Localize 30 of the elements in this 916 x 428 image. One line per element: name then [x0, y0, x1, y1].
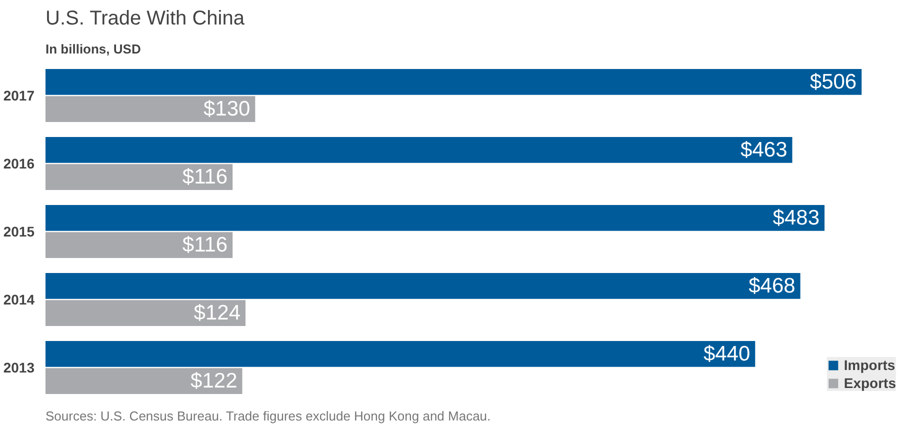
bar	[46, 96, 256, 122]
data-label: $124	[194, 302, 241, 325]
y-tick-label: 2015	[3, 224, 35, 240]
bar	[46, 300, 246, 326]
data-label: $463	[740, 138, 788, 162]
y-tick-label: 2013	[3, 360, 35, 376]
bar	[46, 272, 800, 299]
bar	[46, 204, 825, 231]
bar	[46, 164, 233, 190]
data-label: $506	[810, 70, 857, 94]
bar	[46, 368, 242, 394]
legend-label: Imports	[844, 357, 896, 373]
data-label: $440	[703, 342, 750, 366]
data-label: $468	[748, 274, 796, 298]
chart-title: U.S. Trade With China	[46, 8, 246, 30]
legend-label: Exports	[844, 375, 896, 391]
y-tick-label: 2016	[3, 156, 35, 172]
data-label: $122	[190, 370, 238, 393]
y-tick-label: 2014	[3, 292, 35, 308]
data-label: $116	[182, 166, 228, 189]
y-tick-label: 2017	[3, 88, 35, 104]
chart-subtitle: In billions, USD	[46, 42, 141, 56]
bar	[46, 340, 756, 367]
bar	[46, 232, 233, 258]
bar	[46, 136, 792, 163]
data-label: $130	[203, 98, 250, 121]
source-note: Sources: U.S. Census Bureau. Trade figures exclude Hong Kong and Macau.	[46, 408, 491, 424]
bar	[46, 68, 862, 95]
data-label: $483	[772, 206, 820, 230]
data-label: $116	[182, 234, 228, 257]
